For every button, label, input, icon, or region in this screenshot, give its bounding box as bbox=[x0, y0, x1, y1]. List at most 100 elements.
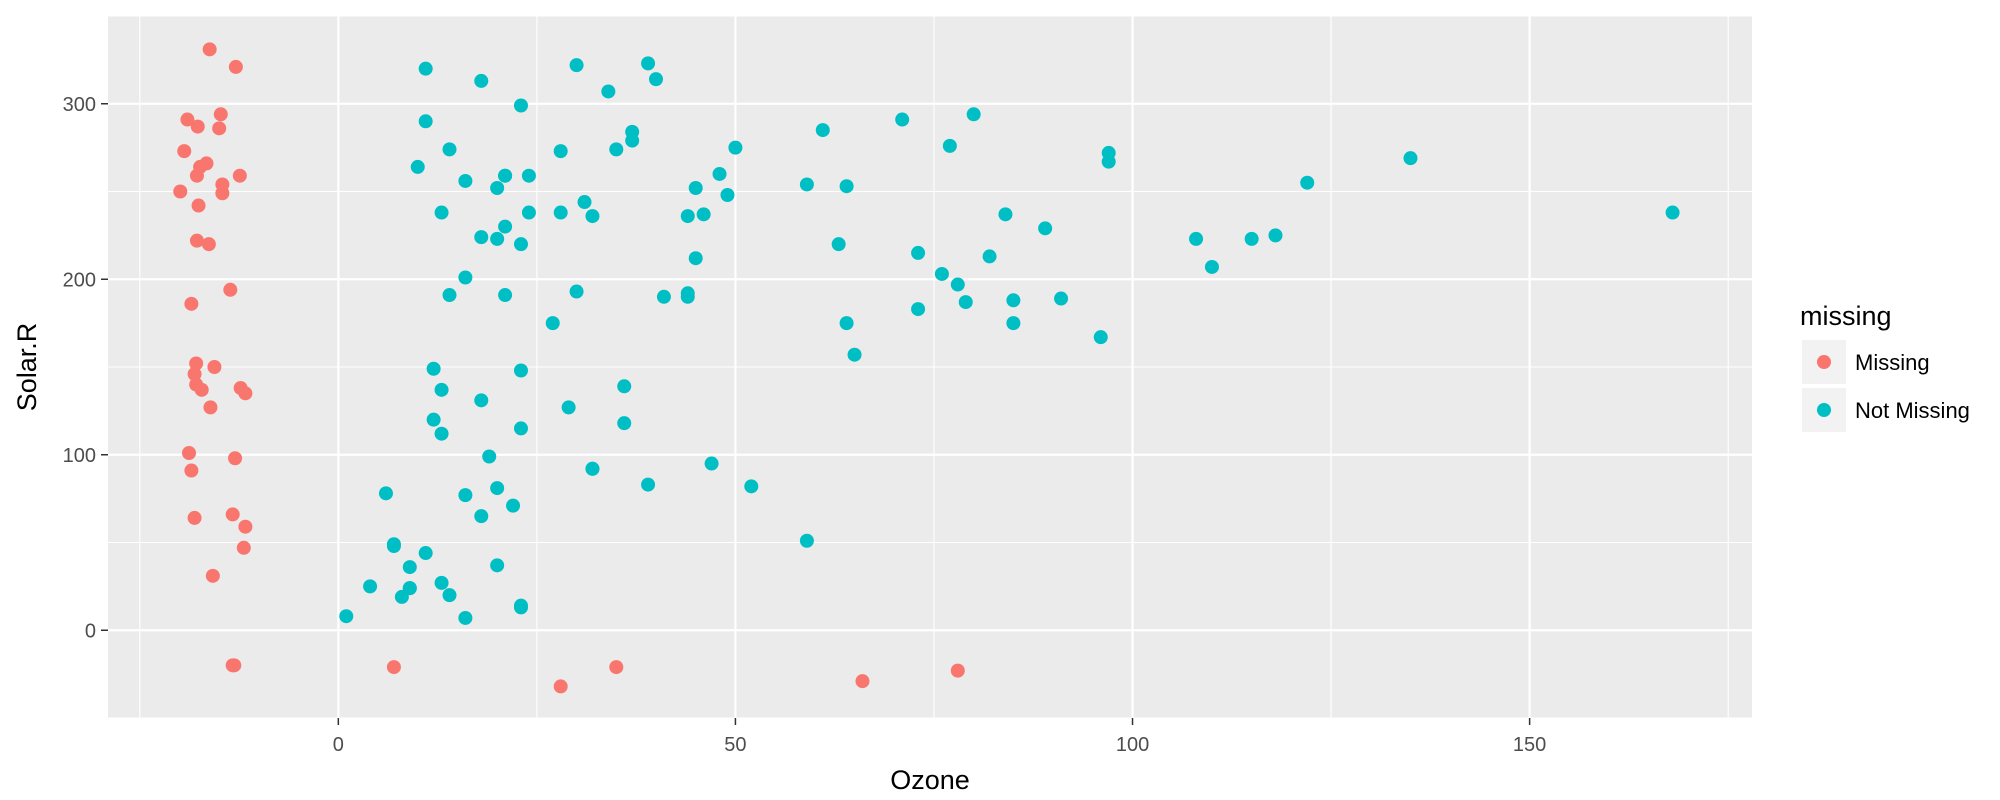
data-point-not-missing bbox=[458, 270, 473, 285]
data-point-not-missing bbox=[696, 207, 711, 222]
data-point-missing bbox=[238, 386, 253, 401]
y-tick-label: 300 bbox=[63, 94, 96, 116]
data-point-missing bbox=[189, 356, 204, 371]
data-point-not-missing bbox=[831, 237, 846, 252]
data-point-not-missing bbox=[1006, 316, 1021, 331]
data-point-not-missing bbox=[513, 363, 528, 378]
data-point-not-missing bbox=[569, 284, 584, 299]
data-point-not-missing bbox=[513, 421, 528, 436]
data-point-missing bbox=[232, 168, 247, 183]
data-point-not-missing bbox=[490, 231, 505, 246]
data-point-missing bbox=[223, 282, 238, 297]
data-point-not-missing bbox=[982, 249, 997, 264]
data-point-missing bbox=[202, 42, 217, 57]
data-point-not-missing bbox=[418, 546, 433, 561]
data-point-missing bbox=[228, 59, 243, 74]
data-point-missing bbox=[236, 540, 251, 555]
data-point-not-missing bbox=[561, 400, 576, 415]
data-point-not-missing bbox=[839, 316, 854, 331]
data-point-missing bbox=[187, 510, 202, 525]
data-point-not-missing bbox=[728, 140, 743, 155]
data-point-not-missing bbox=[521, 205, 536, 220]
data-point-not-missing bbox=[1006, 293, 1021, 308]
data-point-missing bbox=[227, 658, 242, 673]
data-point-not-missing bbox=[363, 579, 378, 594]
data-point-missing bbox=[182, 445, 197, 460]
x-tick-label: 0 bbox=[333, 734, 344, 756]
data-point-not-missing bbox=[1189, 231, 1204, 246]
data-point-not-missing bbox=[434, 575, 449, 590]
data-point-not-missing bbox=[1038, 221, 1053, 236]
data-point-missing bbox=[189, 233, 204, 248]
data-point-not-missing bbox=[609, 142, 624, 157]
data-point-not-missing bbox=[1093, 330, 1108, 345]
data-point-not-missing bbox=[434, 382, 449, 397]
x-axis: 0 50 100 150 bbox=[333, 718, 1546, 756]
data-point-missing bbox=[950, 663, 965, 678]
data-point-not-missing bbox=[378, 486, 393, 501]
data-point-not-missing bbox=[506, 498, 521, 513]
data-point-not-missing bbox=[521, 168, 536, 183]
data-point-not-missing bbox=[474, 393, 489, 408]
data-point-not-missing bbox=[1244, 231, 1259, 246]
data-point-missing bbox=[189, 168, 204, 183]
data-point-not-missing bbox=[625, 124, 640, 139]
data-point-missing bbox=[205, 568, 220, 583]
data-point-missing bbox=[194, 382, 209, 397]
data-point-not-missing bbox=[418, 61, 433, 76]
data-point-not-missing bbox=[1665, 205, 1680, 220]
data-point-not-missing bbox=[585, 209, 600, 224]
grid-minor bbox=[108, 15, 1752, 719]
data-point-missing bbox=[177, 144, 192, 159]
data-point-not-missing bbox=[442, 288, 457, 303]
x-axis-title: Ozone bbox=[890, 765, 970, 795]
data-point-not-missing bbox=[799, 533, 814, 548]
data-point-not-missing bbox=[895, 112, 910, 127]
data-point-not-missing bbox=[577, 195, 592, 210]
data-point-not-missing bbox=[474, 230, 489, 245]
data-point-missing bbox=[855, 674, 870, 689]
data-point-missing bbox=[238, 519, 253, 534]
data-point-not-missing bbox=[911, 302, 926, 317]
data-point-not-missing bbox=[482, 449, 497, 464]
data-point-not-missing bbox=[688, 180, 703, 195]
legend-title: missing bbox=[1800, 301, 1892, 331]
data-point-not-missing bbox=[704, 456, 719, 471]
data-point-not-missing bbox=[942, 138, 957, 153]
data-point-not-missing bbox=[958, 295, 973, 310]
data-point-missing bbox=[180, 112, 195, 127]
data-point-not-missing bbox=[426, 361, 441, 376]
data-point-not-missing bbox=[1268, 228, 1283, 243]
data-point-not-missing bbox=[1204, 259, 1219, 274]
data-point-missing bbox=[190, 119, 205, 134]
data-point-not-missing bbox=[688, 251, 703, 266]
data-point-not-missing bbox=[712, 166, 727, 181]
data-point-not-missing bbox=[513, 598, 528, 613]
x-tick-label: 100 bbox=[1116, 734, 1149, 756]
data-point-not-missing bbox=[680, 289, 695, 304]
data-point-not-missing bbox=[426, 412, 441, 427]
data-point-not-missing bbox=[799, 177, 814, 192]
data-point-not-missing bbox=[839, 179, 854, 194]
data-point-not-missing bbox=[617, 416, 632, 431]
data-point-not-missing bbox=[513, 98, 528, 113]
data-point-not-missing bbox=[553, 205, 568, 220]
data-point-not-missing bbox=[641, 56, 656, 71]
data-point-not-missing bbox=[458, 173, 473, 188]
x-tick-label: 150 bbox=[1513, 734, 1546, 756]
data-point-missing bbox=[553, 679, 568, 694]
data-point-missing bbox=[212, 121, 227, 136]
y-tick-label: 200 bbox=[63, 269, 96, 291]
data-point-not-missing bbox=[601, 84, 616, 99]
data-point-missing bbox=[213, 107, 228, 122]
data-point-not-missing bbox=[434, 426, 449, 441]
data-point-not-missing bbox=[934, 266, 949, 281]
data-point-not-missing bbox=[498, 288, 513, 303]
data-point-not-missing bbox=[744, 479, 759, 494]
data-point-not-missing bbox=[569, 58, 584, 73]
data-point-not-missing bbox=[1054, 291, 1069, 306]
data-point-not-missing bbox=[553, 144, 568, 159]
data-point-not-missing bbox=[966, 107, 981, 122]
legend-label-not-missing: Not Missing bbox=[1855, 398, 1970, 423]
data-point-missing bbox=[386, 660, 401, 675]
